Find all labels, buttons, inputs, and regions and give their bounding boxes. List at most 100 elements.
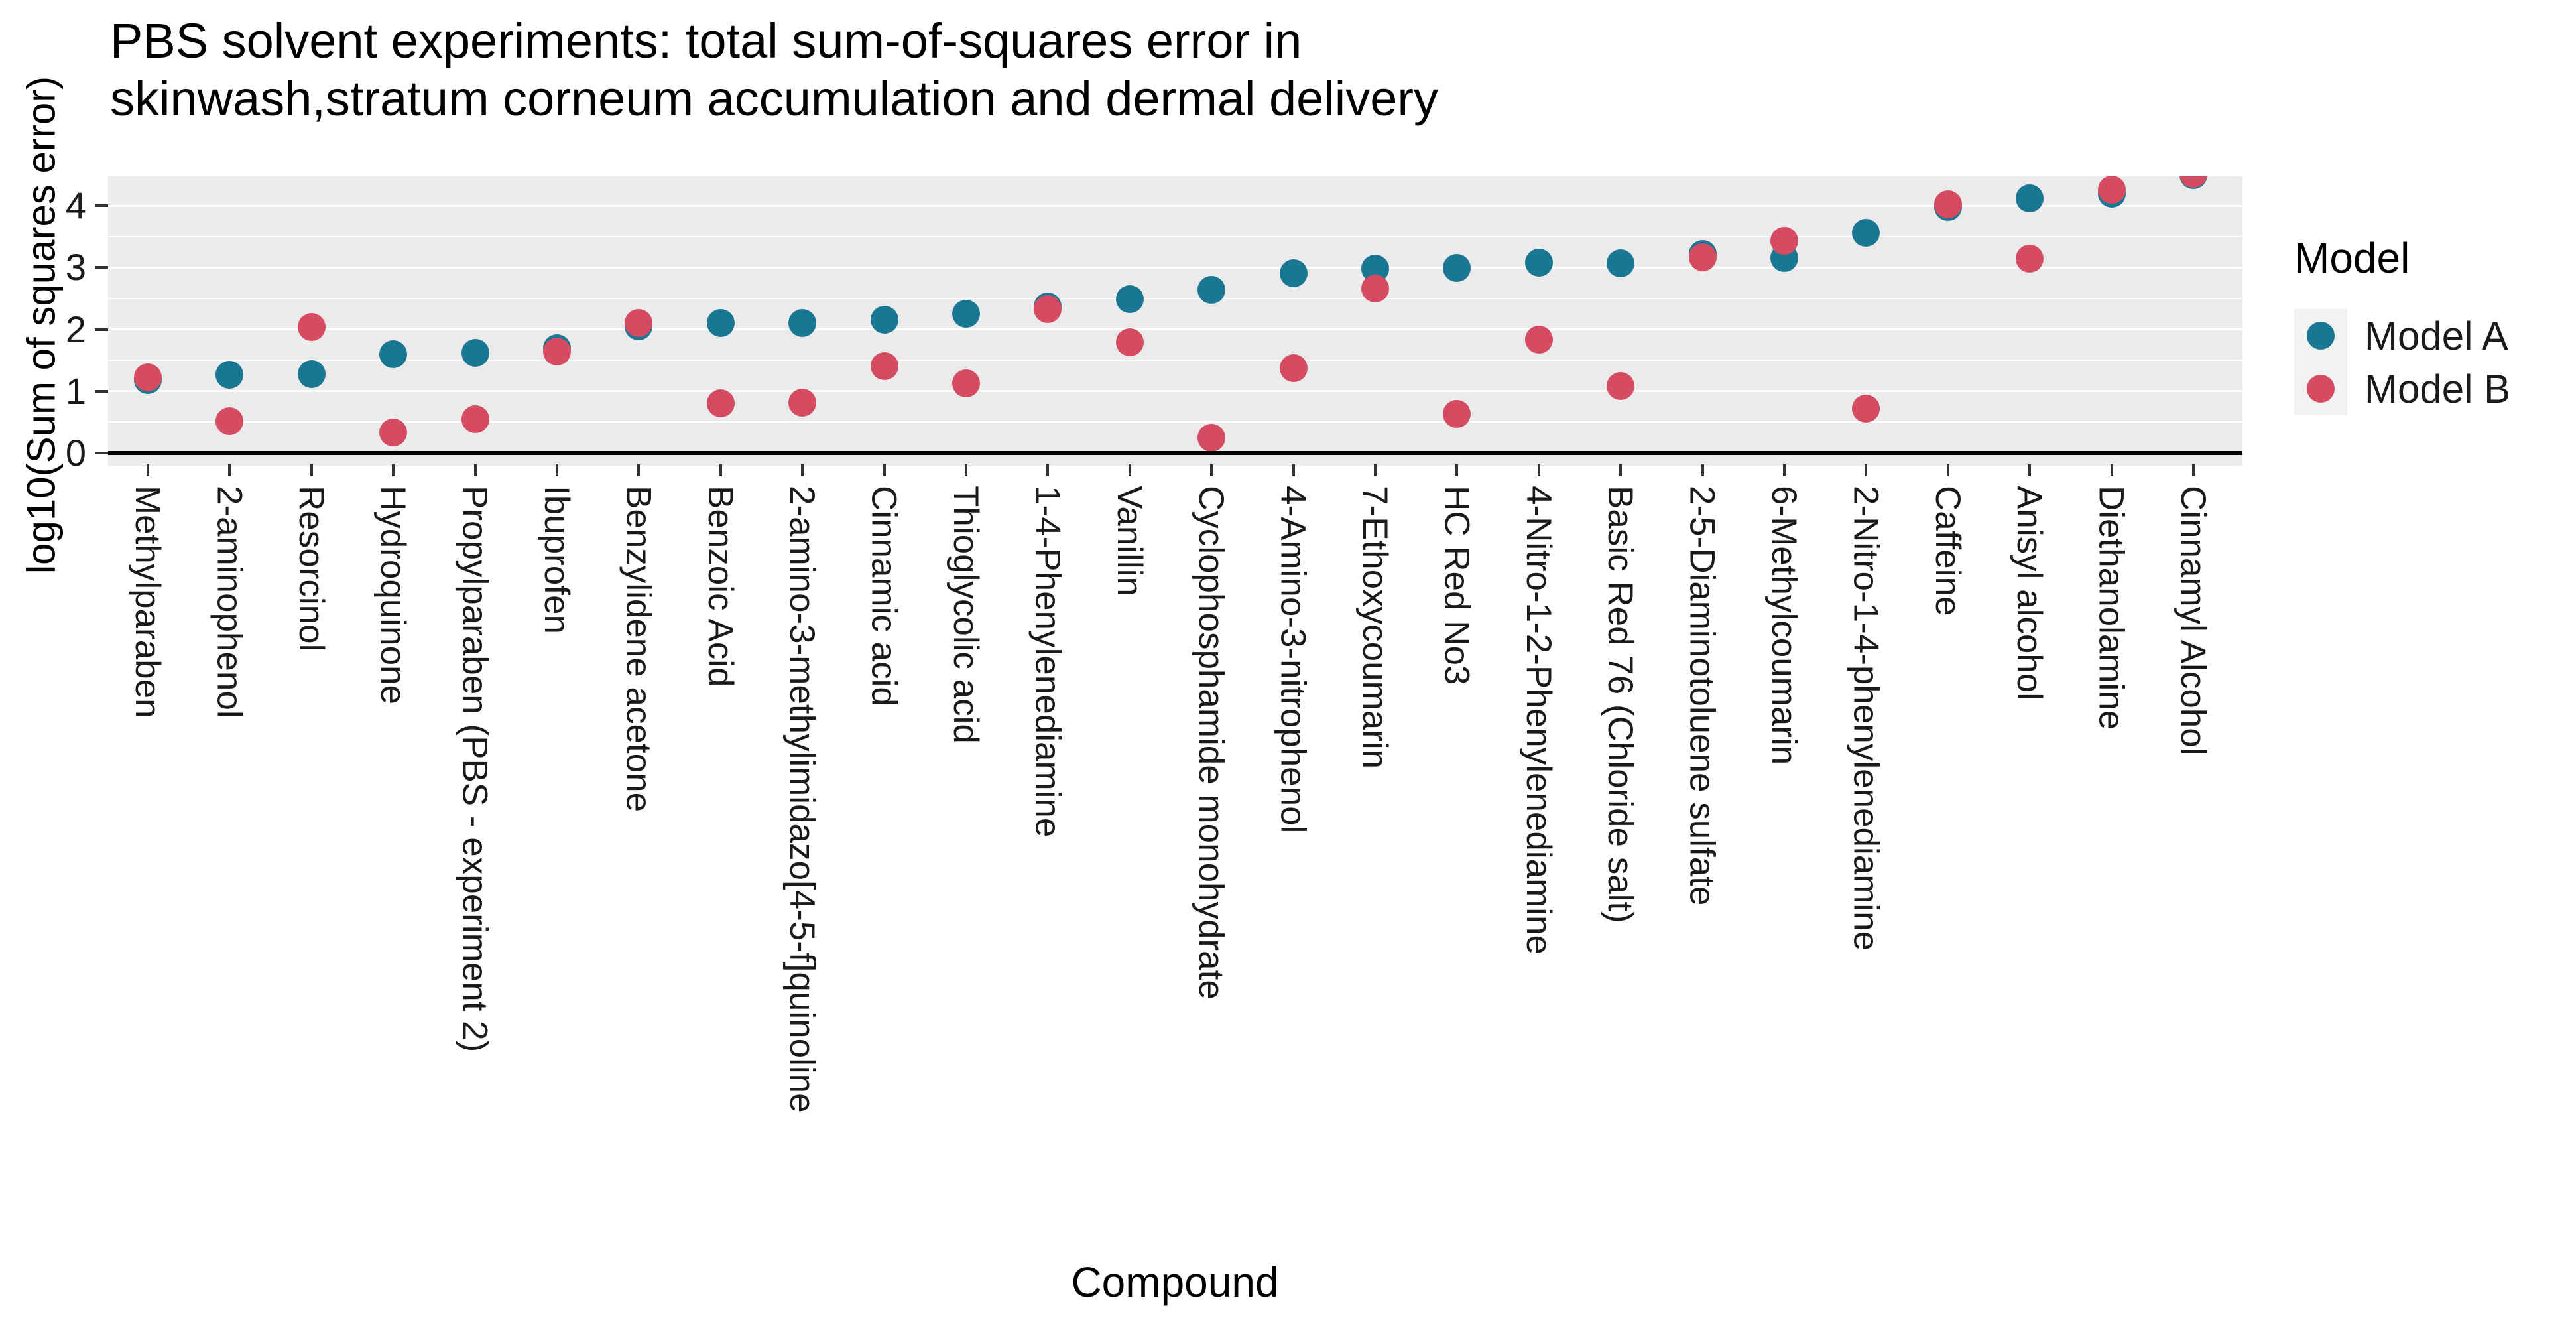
major-gridline xyxy=(108,204,2242,207)
x-tick-mark xyxy=(1374,464,1377,476)
x-tick-label: Methylparaben xyxy=(128,486,167,718)
major-gridline xyxy=(108,328,2242,331)
y-tick-mark xyxy=(95,204,108,208)
data-point xyxy=(1933,190,1962,219)
x-tick-label: Benzylidene acetone xyxy=(619,486,658,813)
x-tick-label: 4-Amino-3-nitrophenol xyxy=(1273,486,1313,834)
major-gridline xyxy=(108,266,2242,269)
x-tick-mark xyxy=(637,464,641,476)
data-point xyxy=(706,389,735,417)
data-point xyxy=(2016,184,2044,213)
x-tick-label: 2-Nitro-1-4-phenylenediamine xyxy=(1846,486,1886,951)
x-tick-label: 7-Ethoxycoumarin xyxy=(1355,486,1394,769)
data-point xyxy=(788,309,817,338)
data-point xyxy=(952,300,980,328)
x-tick-label: HC Red No3 xyxy=(1437,486,1477,685)
minor-gridline xyxy=(108,360,2242,362)
data-point xyxy=(870,305,898,334)
x-tick-mark xyxy=(228,464,231,476)
data-point xyxy=(215,360,244,389)
y-tick-label: 2 xyxy=(65,308,86,350)
minor-gridline xyxy=(108,298,2242,299)
x-tick-label: Cinnamyl Alcohol xyxy=(2174,486,2213,756)
x-tick-mark xyxy=(1537,464,1540,476)
data-point xyxy=(379,419,408,447)
x-tick-mark xyxy=(147,464,149,476)
x-tick-label: Vanillin xyxy=(1109,486,1149,596)
x-axis-title: Compound xyxy=(1071,1258,1279,1306)
x-tick-label: Cinnamic acid xyxy=(864,486,904,706)
x-tick-mark xyxy=(719,464,722,476)
data-point xyxy=(1607,372,1635,401)
legend-entry-label: Model A xyxy=(2364,313,2508,358)
legend-key xyxy=(2294,309,2347,362)
data-point xyxy=(870,352,898,380)
data-point xyxy=(1197,423,1226,452)
y-tick-mark xyxy=(95,452,108,454)
x-tick-label: 6-Methylcoumarin xyxy=(1764,486,1804,765)
x-tick-mark xyxy=(1046,464,1050,476)
x-tick-label: Hydroquinone xyxy=(373,486,413,705)
legend-entry: Model B xyxy=(2294,362,2510,415)
x-tick-label: 4-Nitro-1-2-Phenylenediamine xyxy=(1518,486,1558,955)
data-point xyxy=(788,388,817,417)
data-point xyxy=(543,338,571,366)
data-point xyxy=(1115,328,1144,357)
model-b-dot xyxy=(2307,375,2335,403)
x-tick-mark xyxy=(310,464,313,476)
x-tick-mark xyxy=(1701,464,1704,476)
legend-key xyxy=(2294,362,2347,415)
data-point xyxy=(1361,275,1389,303)
data-point xyxy=(706,309,735,338)
data-point xyxy=(2016,245,2044,273)
data-point xyxy=(2097,176,2126,204)
data-point xyxy=(215,407,244,435)
x-tick-label: 2-aminophenol xyxy=(210,486,249,718)
x-tick-mark xyxy=(965,464,967,476)
x-tick-label: 2-5-Diaminotoluene sulfate xyxy=(1682,486,1722,906)
x-tick-label: Resorcinol xyxy=(291,486,331,652)
x-tick-label: 2-amino-3-methylimidazo[4-5-f]quinoline xyxy=(782,486,822,1113)
data-point xyxy=(1197,275,1226,304)
data-point xyxy=(297,312,326,341)
x-tick-label: Caffeine xyxy=(1928,486,1967,616)
legend-entry: Model A xyxy=(2294,309,2510,362)
data-point xyxy=(1279,259,1308,287)
data-point xyxy=(1852,219,1880,247)
x-tick-mark xyxy=(556,464,558,476)
x-tick-mark xyxy=(1292,464,1295,476)
y-tick-label: 0 xyxy=(65,432,86,474)
y-tick-mark xyxy=(95,389,108,393)
x-tick-label: Anisyl alcohol xyxy=(2010,486,2050,701)
x-tick-label: Cyclophosphamide monohydrate xyxy=(1192,486,1231,1000)
x-tick-label: Diethanolamine xyxy=(2091,486,2131,730)
data-point xyxy=(1852,394,1880,423)
minor-gridline xyxy=(108,421,2242,423)
x-tick-mark xyxy=(1783,464,1786,476)
x-tick-mark xyxy=(1865,464,1868,476)
x-tick-mark xyxy=(883,464,886,476)
data-point xyxy=(1770,227,1798,255)
data-point xyxy=(1279,354,1308,383)
model-a-dot xyxy=(2307,322,2335,350)
data-point xyxy=(1524,326,1553,354)
y-tick-label: 1 xyxy=(65,369,86,412)
chart-title: PBS solvent experiments: total sum-of-sq… xyxy=(110,13,1438,127)
x-tick-mark xyxy=(2110,464,2113,476)
legend-items: Model A Model B xyxy=(2294,309,2510,415)
data-point xyxy=(625,309,653,338)
x-tick-label: Basic Red 76 (Chloride salt) xyxy=(1601,486,1640,923)
legend: Model Model A Model B xyxy=(2294,233,2510,415)
data-point xyxy=(1115,285,1144,313)
data-point xyxy=(1524,248,1553,277)
x-tick-mark xyxy=(1128,464,1131,476)
data-point xyxy=(1443,254,1471,283)
x-tick-label: Benzoic Acid xyxy=(700,486,740,687)
x-tick-mark xyxy=(473,464,477,476)
data-point xyxy=(461,405,489,433)
x-tick-mark xyxy=(1455,464,1459,476)
legend-title: Model xyxy=(2294,234,2410,282)
major-gridline xyxy=(108,390,2242,393)
x-tick-mark xyxy=(392,464,395,476)
